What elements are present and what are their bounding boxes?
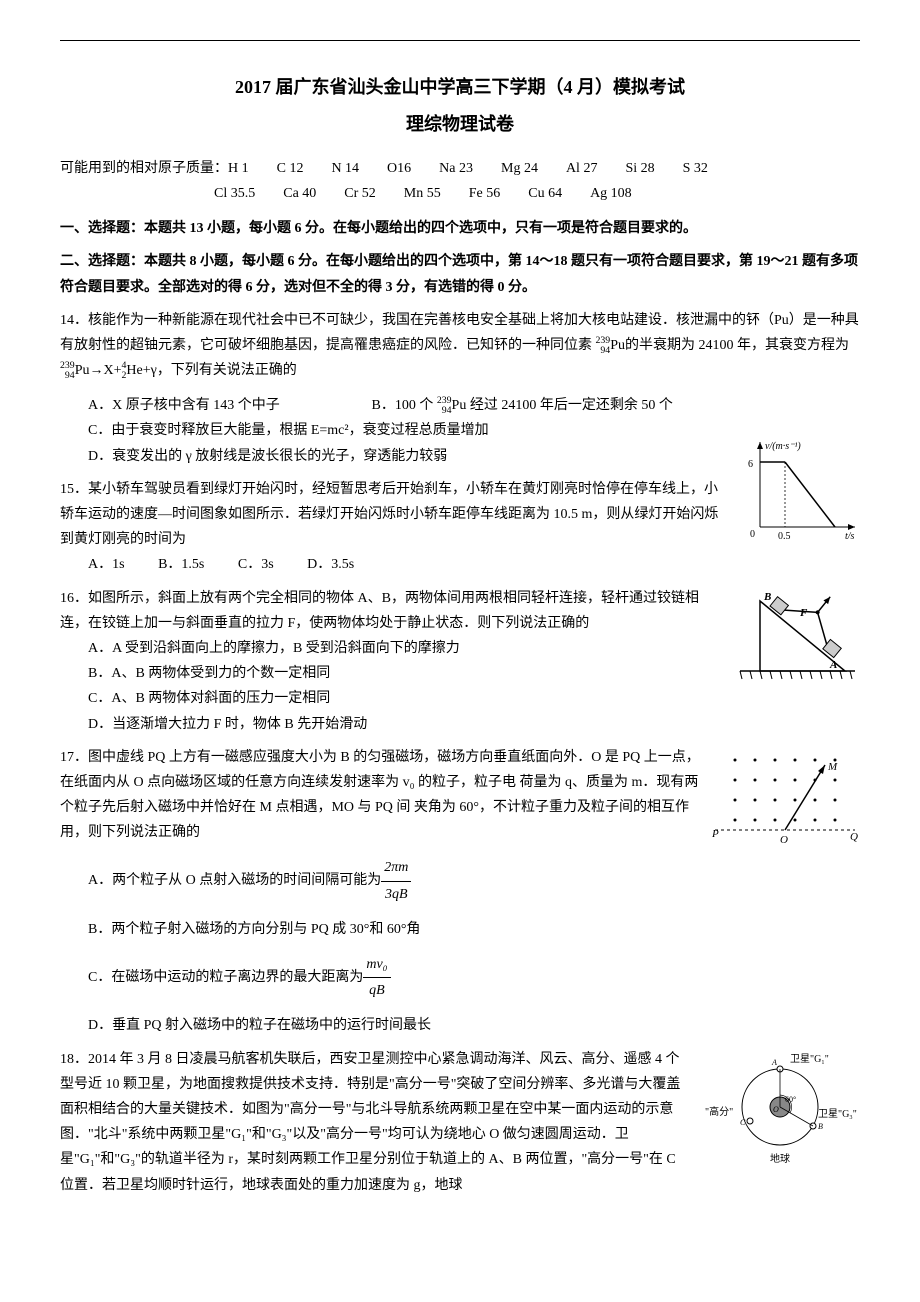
q15-optB: B．1.5s [158, 557, 204, 572]
svg-text:A: A [771, 1058, 777, 1067]
section-1-header: 一、选择题：本题共 13 小题，每小题 6 分。在每小题给出的四个选项中，只有一… [60, 216, 860, 241]
q17-optA-pre: A．两个粒子从 O 点射入磁场的时间间隔可能为 [88, 873, 381, 888]
q15-options: A．1s B．1.5s C．3s D．3.5s [88, 552, 860, 577]
q16-optC: C．A、B 两物体对斜面的压力一定相同 [88, 686, 860, 711]
q17-optA-den: 3qB [381, 882, 411, 907]
q14-optA: A．X 原子核中含有 143 个中子 [88, 393, 368, 418]
q16-num: 16． [60, 591, 88, 606]
exam-title-line2: 理综物理试卷 [60, 108, 860, 140]
q17-optA-num: 2πm [381, 855, 411, 881]
svg-text:"高分": "高分" [705, 1105, 733, 1118]
svg-text:t/s: t/s [845, 531, 855, 542]
svg-text:Q: Q [850, 831, 858, 843]
q14-text2: 的半衰期为 24100 年，其衰变方程为 [625, 338, 849, 353]
q15-num: 15． [60, 482, 88, 497]
q17-optC-num: mv₀ [363, 952, 390, 978]
svg-text:O: O [773, 1105, 779, 1114]
he-el: He+γ [126, 363, 156, 378]
q18-figure: 60° O A B C 卫星"G₁" 卫星"G₃" "高分" 地球 [700, 1047, 860, 1167]
q14-optB-post: 经过 24100 年后一定还剩余 50 个 [466, 398, 673, 413]
q15-optC: C．3s [238, 557, 274, 572]
q17-optC-den: qB [363, 978, 390, 1003]
q14-text3: ，下列有关说法正确的 [157, 363, 297, 378]
q16-figure: B F A [730, 586, 860, 686]
svg-text:地球: 地球 [770, 1152, 790, 1165]
q17-optC: C．在磁场中运动的粒子离边界的最大距离为mv₀qB [88, 952, 860, 1003]
iso-bot2: 94 [65, 370, 75, 381]
iso-el: Pu [610, 338, 625, 353]
svg-text:C: C [740, 1118, 746, 1127]
atomic-line2: Cl 35.5 Ca 40 Cr 52 Mn 55 Fe 56 Cu 64 Ag… [214, 186, 632, 201]
svg-text:B: B [818, 1122, 823, 1131]
svg-text:0: 0 [750, 529, 755, 540]
svg-text:0.5: 0.5 [778, 531, 791, 542]
q17-optB: B．两个粒子射入磁场的方向分别与 PQ 成 30°和 60°角 [88, 917, 860, 942]
q17-figure: M P Q O [710, 745, 860, 855]
page-top-rule [60, 40, 860, 41]
q14-stem: 14．核能作为一种新能源在现代社会中已不可缺少，我国在完善核电安全基础上将加大核… [60, 308, 860, 384]
question-17: M P Q O 17．图中虚线 PQ 上方有一磁感应强度大小为 B 的匀强磁场，… [60, 745, 860, 1039]
atomic-line1: H 1 C 12 N 14 O16 Na 23 Mg 24 Al 27 Si 2… [228, 161, 708, 176]
q15-optD: D．3.5s [307, 557, 354, 572]
q17-optD: D．垂直 PQ 射入磁场中的粒子在磁场中的运行时间最长 [88, 1013, 860, 1038]
svg-text:60°: 60° [785, 1095, 796, 1104]
atomic-intro: 可能用到的相对原子质量： [60, 161, 228, 176]
q14-options-row1: A．X 原子核中含有 143 个中子 B．100 个 23994Pu 经过 24… [88, 393, 860, 418]
q14-num: 14． [60, 313, 88, 328]
iso2-el: Pu→X+ [75, 363, 122, 378]
svg-text:6: 6 [748, 459, 753, 470]
svg-text:卫星"G₁": 卫星"G₁" [790, 1053, 829, 1065]
svg-text:A: A [829, 659, 837, 671]
q18-text: 2014 年 3 月 8 日凌晨马航客机失联后，西安卫星测控中心紧急调动海洋、风… [60, 1052, 680, 1193]
iso-bot3: 94 [442, 405, 452, 416]
question-16: B F A 16．如图所示，斜面上放有两个完全相同的物体 A、B，两物体间用两根… [60, 586, 860, 737]
svg-text:F: F [799, 607, 808, 619]
q15-optA: A．1s [88, 557, 125, 572]
q15-figure: v/(m·s⁻¹) 6 0 0.5 t/s [740, 437, 860, 547]
q14-optB: B．100 个 23994Pu 经过 24100 年后一定还剩余 50 个 [372, 398, 673, 413]
q17-optC-pre: C．在磁场中运动的粒子离边界的最大距离为 [88, 970, 363, 985]
svg-text:卫星"G₃": 卫星"G₃" [818, 1108, 857, 1120]
q18-num: 18． [60, 1052, 88, 1067]
q16-optD: D．当逐渐增大拉力 F 时，物体 B 先开始滑动 [88, 712, 860, 737]
svg-text:O: O [780, 834, 788, 846]
section-2-header: 二、选择题：本题共 8 小题，每小题 6 分。在每小题给出的四个选项中，第 14… [60, 249, 860, 299]
q16-text: 如图所示，斜面上放有两个完全相同的物体 A、B，两物体间用两根相同轻杆连接，轻杆… [60, 591, 699, 631]
atomic-masses-block: 可能用到的相对原子质量：H 1 C 12 N 14 O16 Na 23 Mg 2… [60, 156, 860, 206]
svg-text:B: B [763, 591, 771, 603]
q17-text: 图中虚线 PQ 上方有一磁感应强度大小为 B 的匀强磁场，磁场方向垂直纸面向外．… [60, 750, 700, 841]
question-18: 60° O A B C 卫星"G₁" 卫星"G₃" "高分" 地球 18．201… [60, 1047, 860, 1198]
svg-text:v/(m·s⁻¹): v/(m·s⁻¹) [765, 441, 801, 452]
question-15: v/(m·s⁻¹) 6 0 0.5 t/s 15．某小轿车驾驶员看到绿灯开始闪时… [60, 477, 860, 578]
iso-el3: Pu [452, 398, 467, 413]
svg-text:M: M [827, 761, 838, 773]
q15-text: 某小轿车驾驶员看到绿灯开始闪时，经短暂思考后开始刹车，小轿车在黄灯刚亮时恰停在停… [60, 482, 718, 547]
q14-optB-pre: B．100 个 [372, 398, 437, 413]
iso-bot: 94 [600, 345, 610, 356]
svg-text:P: P [711, 828, 719, 840]
q17-optA: A．两个粒子从 O 点射入磁场的时间间隔可能为2πm3qB [88, 855, 860, 906]
q17-num: 17． [60, 750, 88, 765]
exam-title-line1: 2017 届广东省汕头金山中学高三下学期（4 月）模拟考试 [60, 71, 860, 103]
